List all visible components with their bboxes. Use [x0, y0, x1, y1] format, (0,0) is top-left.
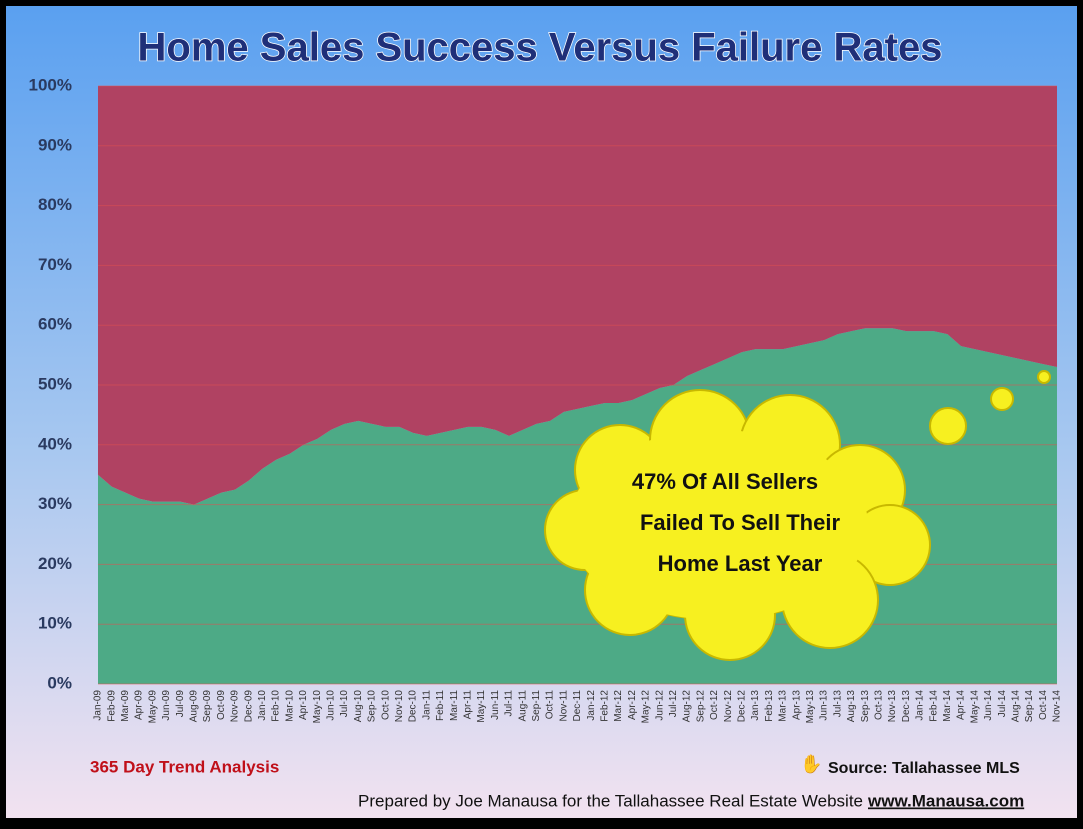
x-tick-label: Oct-09	[216, 690, 227, 720]
x-tick-label: May-13	[805, 690, 816, 724]
x-tick-label: May-10	[312, 690, 323, 724]
x-tick-label: Sep-13	[860, 690, 871, 723]
x-tick-label: Jun-10	[326, 690, 337, 721]
y-tick-label: 30%	[38, 494, 72, 513]
x-tick-label: Aug-10	[353, 690, 364, 723]
x-tick-label: Mar-13	[778, 690, 789, 722]
y-tick-label: 100%	[29, 75, 72, 94]
x-tick-label: May-12	[641, 690, 652, 724]
link[interactable]: www.Manausa.com	[867, 791, 1024, 810]
y-tick-label: 70%	[38, 255, 72, 274]
x-tick-label: Jul-11	[504, 690, 515, 717]
x-tick-label: Dec-10	[408, 690, 419, 723]
x-tick-label: Feb-12	[600, 690, 611, 722]
annotation-line: Failed To Sell Their	[640, 510, 841, 535]
x-tick-label: Dec-11	[572, 690, 583, 722]
footer-left: 365 Day Trend Analysis	[90, 757, 279, 776]
credit: Prepared by Joe Manausa for the Tallahas…	[358, 791, 863, 810]
x-tick-label: Oct-12	[709, 690, 720, 720]
y-tick-label: 60%	[38, 315, 72, 334]
plot-area	[98, 85, 1057, 685]
hand-icon: ✋	[800, 753, 822, 774]
x-tick-label: Aug-14	[1011, 690, 1022, 723]
x-tick-label: Apr-12	[627, 690, 638, 720]
x-tick-label: Nov-11	[558, 690, 569, 722]
x-tick-label: Jun-13	[819, 690, 830, 721]
x-tick-label: May-09	[147, 690, 158, 724]
y-tick-label: 80%	[38, 195, 72, 214]
x-tick-label: Feb-09	[106, 690, 117, 722]
x-tick-label: Apr-09	[134, 690, 145, 720]
y-tick-label: 20%	[38, 554, 72, 573]
x-tick-label: Jul-09	[175, 690, 186, 718]
x-tick-label: Oct-14	[1038, 690, 1049, 720]
y-tick-label: 10%	[38, 614, 72, 633]
x-tick-label: Mar-12	[613, 690, 624, 722]
x-tick-label: Aug-12	[682, 690, 693, 723]
x-tick-label: Feb-14	[928, 690, 939, 722]
chart-title: Home Sales Success Versus Failure Rates	[138, 26, 943, 70]
source: Source: Tallahassee MLS	[828, 760, 1020, 777]
cloud	[544, 370, 1051, 661]
x-tick-label: Jul-10	[339, 690, 350, 718]
x-tick-label: Feb-10	[271, 690, 282, 722]
x-tick-label: Jan-11	[421, 690, 432, 720]
x-tick-label: Aug-13	[846, 690, 857, 723]
x-tick-label: Oct-13	[874, 690, 885, 720]
x-tick-label: Jun-09	[161, 690, 172, 721]
x-tick-label: Jul-13	[832, 690, 843, 718]
x-tick-label: Apr-14	[956, 690, 967, 720]
annotation-line: 47% Of All Sellers	[632, 469, 818, 494]
x-tick-label: Sep-09	[202, 690, 213, 723]
x-tick-label: Sep-12	[695, 690, 706, 723]
x-tick-label: Nov-13	[887, 690, 898, 723]
x-tick-label: Nov-09	[230, 690, 241, 723]
x-tick-label: Jul-14	[997, 690, 1008, 718]
y-tick-label: 50%	[38, 374, 72, 393]
x-tick-label: Jun-11	[490, 690, 501, 720]
x-tick-label: Dec-12	[737, 690, 748, 723]
x-tick-label: May-14	[969, 690, 980, 724]
x-tick-label: Jul-12	[668, 690, 679, 718]
x-tick-label: Sep-14	[1024, 690, 1035, 723]
x-tick-label: Oct-10	[380, 690, 391, 720]
y-tick-label: 40%	[38, 434, 72, 453]
x-tick-label: Jan-14	[915, 690, 926, 721]
annotation-line: Home Last Year	[658, 551, 823, 576]
x-tick-label: Nov-14	[1052, 690, 1063, 723]
x-tick-label: Jun-12	[654, 690, 665, 721]
x-tick-label: Apr-11	[463, 690, 474, 720]
x-tick-label: Mar-11	[449, 690, 460, 721]
x-tick-label: Jan-12	[586, 690, 597, 721]
x-tick-label: Feb-11	[435, 690, 446, 721]
x-tick-label: Nov-12	[723, 690, 734, 723]
y-tick-label: 90%	[38, 135, 72, 154]
x-tick-label: Aug-09	[189, 690, 200, 723]
x-tick-label: Jun-14	[983, 690, 994, 721]
x-tick-label: Aug-11	[517, 690, 528, 722]
x-tick-label: Apr-10	[298, 690, 309, 720]
x-tick-label: Feb-13	[764, 690, 775, 722]
x-tick-label: Dec-13	[901, 690, 912, 723]
x-tick-label: Nov-10	[394, 690, 405, 723]
x-tick-label: Sep-11	[531, 690, 542, 722]
x-tick-label: Jan-10	[257, 690, 268, 721]
x-tick-label: Dec-09	[243, 690, 254, 723]
x-tick-label: Mar-14	[942, 690, 953, 722]
x-tick-label: Oct-11	[545, 690, 556, 720]
area	[98, 86, 1057, 505]
x-tick-label: Mar-09	[120, 690, 131, 722]
x-tick-label: Jan-13	[750, 690, 761, 721]
x-tick-label: May-11	[476, 690, 487, 723]
y-tick-label: 0%	[47, 673, 72, 692]
x-tick-label: Jan-09	[93, 690, 104, 721]
x-tick-label: Sep-10	[367, 690, 378, 723]
x-tick-label: Mar-10	[284, 690, 295, 722]
x-tick-label: Apr-13	[791, 690, 802, 720]
